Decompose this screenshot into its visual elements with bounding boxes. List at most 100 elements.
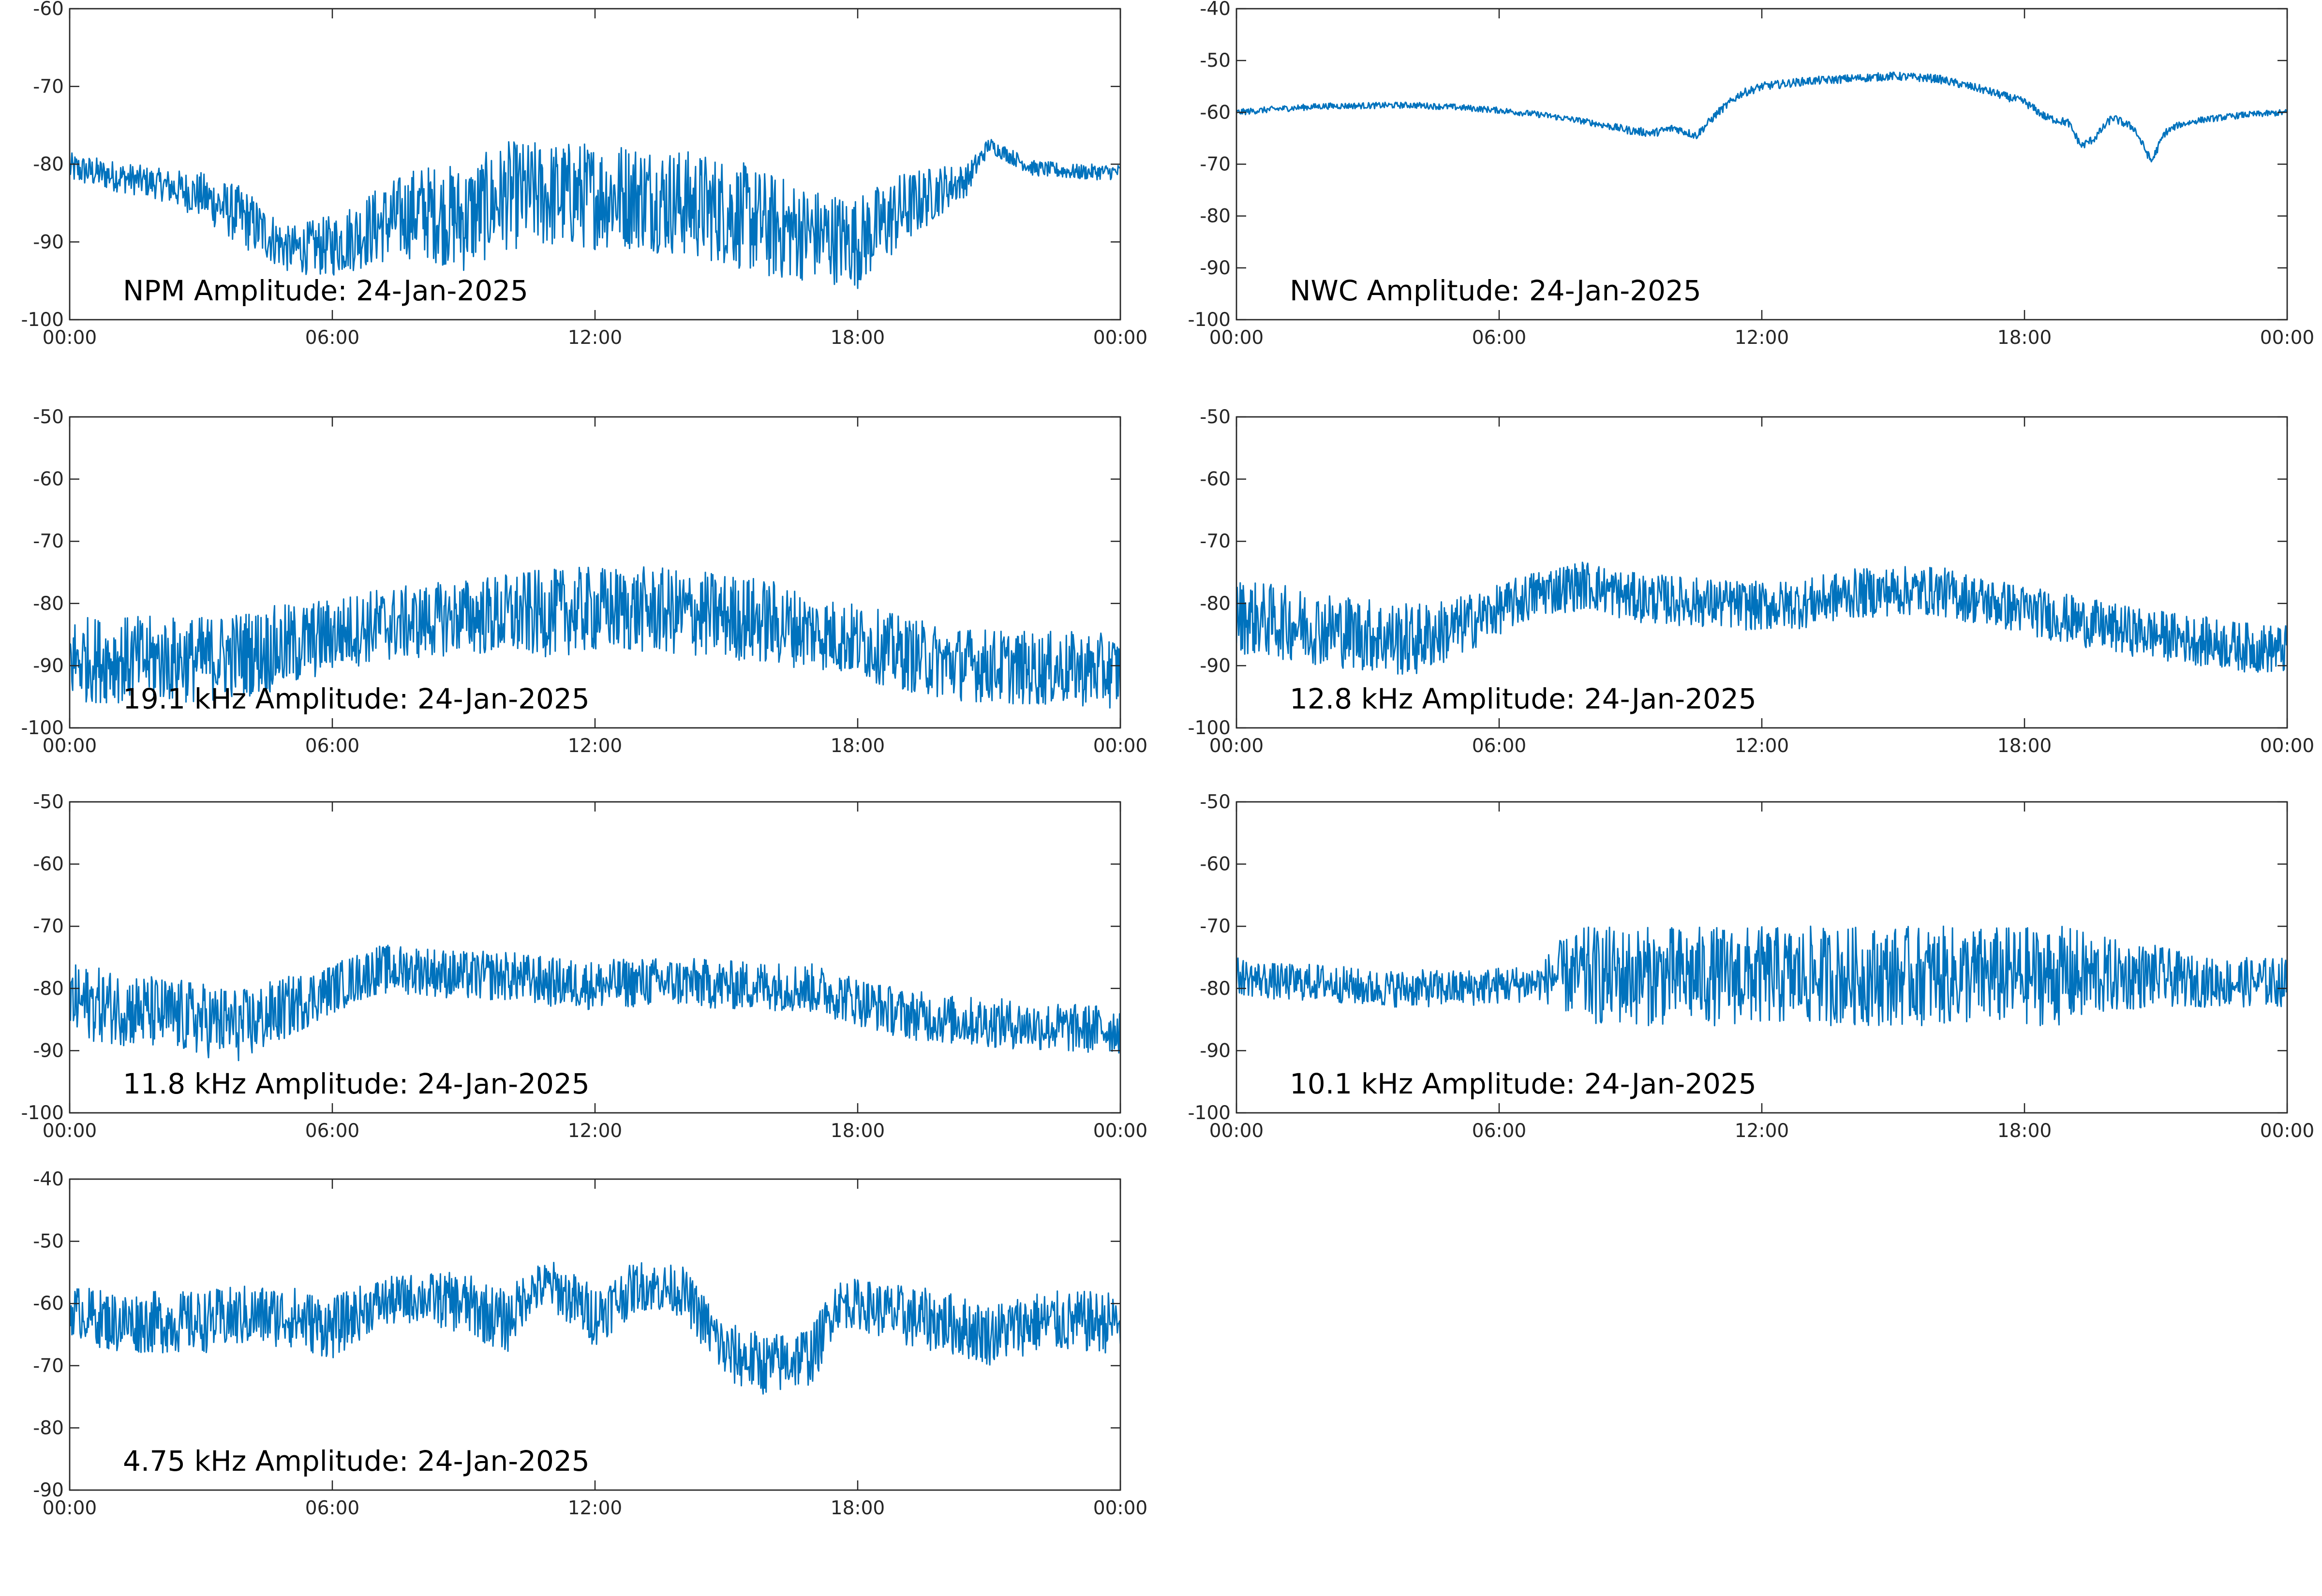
chart-panel: -90 -80 -70 -60 -50 -40 00:00 06:00 12:00 18:00 00… xyxy=(33,1168,1147,1519)
y-tick-label: -50 xyxy=(1200,50,1231,72)
y-tick-label: -70 xyxy=(1200,154,1231,176)
y-tick-label: -60 xyxy=(33,854,64,875)
y-tick-label: -70 xyxy=(33,76,64,98)
panel-title: 4.75 kHz Amplitude: 24-Jan-2025 xyxy=(123,1445,590,1478)
y-tick-label: -50 xyxy=(1200,791,1231,813)
x-tick-label: 00:00 xyxy=(43,735,97,757)
x-tick-label: 00:00 xyxy=(1093,1120,1147,1142)
series-line xyxy=(70,566,1120,709)
axes-box xyxy=(69,8,1121,321)
x-tick-label: 06:00 xyxy=(305,1120,359,1142)
x-tick-label: 06:00 xyxy=(305,1497,359,1519)
x-tick-label: 00:00 xyxy=(43,1497,97,1519)
series-line xyxy=(1236,925,2287,1027)
y-tick-label: -80 xyxy=(33,978,64,1000)
y-tick-label: -90 xyxy=(1200,257,1231,279)
y-tick-label: -80 xyxy=(1200,206,1231,227)
x-tick-label: 06:00 xyxy=(1472,327,1526,349)
y-tick-label: -100 xyxy=(1188,717,1231,739)
y-tick-label: -60 xyxy=(33,0,64,20)
y-tick-label: -40 xyxy=(33,1168,64,1190)
x-tick-label: 06:00 xyxy=(1472,1120,1526,1142)
y-tick-label: -80 xyxy=(1200,593,1231,615)
x-tick-label: 12:00 xyxy=(1735,735,1789,757)
chart-panel: -100 -90 -80 -70 -60 -50 -40 00:00 06:00 12:00 18:… xyxy=(1188,0,2314,349)
x-tick-label: 18:00 xyxy=(1997,1120,2052,1142)
x-tick-label: 00:00 xyxy=(1093,735,1147,757)
x-tick-label: 00:00 xyxy=(2260,1120,2314,1142)
y-tick-label: -100 xyxy=(21,309,64,331)
y-tick-label: -90 xyxy=(33,655,64,677)
y-tick-label: -90 xyxy=(33,1479,64,1501)
x-tick-label: 00:00 xyxy=(1209,735,1264,757)
x-tick-label: 18:00 xyxy=(831,327,885,349)
y-tick-label: -60 xyxy=(1200,854,1231,875)
panel-title: 11.8 kHz Amplitude: 24-Jan-2025 xyxy=(123,1067,590,1100)
panel-title: 10.1 kHz Amplitude: 24-Jan-2025 xyxy=(1290,1067,1756,1100)
y-tick-label: -50 xyxy=(33,1231,64,1253)
y-tick-label: -90 xyxy=(33,1040,64,1062)
x-tick-label: 06:00 xyxy=(1472,735,1526,757)
x-tick-label: 00:00 xyxy=(1209,1120,1264,1142)
series-line xyxy=(1236,72,2287,163)
chart-panel: -100 -90 -80 -70 -60 -50 00:00 06:00 12:00 18:00 0… xyxy=(21,406,1147,757)
y-tick-label: -100 xyxy=(1188,1102,1231,1124)
series-line xyxy=(70,139,1120,289)
x-tick-label: 18:00 xyxy=(1997,735,2052,757)
series-line xyxy=(70,1262,1120,1395)
y-tick-label: -90 xyxy=(1200,655,1231,677)
axes-box xyxy=(1235,8,2288,321)
x-tick-label: 06:00 xyxy=(305,327,359,349)
chart-panel: -100 -90 -80 -70 -60 00:00 06:00 12:00 18:00 00:0… xyxy=(21,0,1147,349)
y-tick-label: -70 xyxy=(33,916,64,937)
x-tick-label: 00:00 xyxy=(43,1120,97,1142)
y-tick-label: -80 xyxy=(1200,978,1231,1000)
y-tick-label: -100 xyxy=(21,1102,64,1124)
x-tick-label: 12:00 xyxy=(1735,1120,1789,1142)
x-tick-label: 00:00 xyxy=(1093,327,1147,349)
y-tick-label: -60 xyxy=(1200,469,1231,490)
series-line xyxy=(1236,562,2287,675)
chart-panel: -100 -90 -80 -70 -60 -50 00:00 06:00 12:00 18:00 0… xyxy=(1188,791,2314,1142)
y-tick-label: -50 xyxy=(1200,406,1231,428)
y-tick-label: -80 xyxy=(33,593,64,615)
x-tick-label: 00:00 xyxy=(2260,327,2314,349)
y-tick-label: -70 xyxy=(33,531,64,552)
y-tick-label: -60 xyxy=(33,1293,64,1315)
x-tick-label: 18:00 xyxy=(831,735,885,757)
x-tick-label: 00:00 xyxy=(1209,327,1264,349)
y-tick-label: -70 xyxy=(33,1355,64,1377)
x-tick-label: 12:00 xyxy=(568,327,622,349)
x-tick-label: 00:00 xyxy=(1093,1497,1147,1519)
y-tick-label: -90 xyxy=(33,231,64,253)
x-tick-label: 12:00 xyxy=(568,735,622,757)
x-tick-label: 00:00 xyxy=(2260,735,2314,757)
x-tick-label: 18:00 xyxy=(831,1497,885,1519)
x-tick-label: 12:00 xyxy=(1735,327,1789,349)
x-tick-label: 12:00 xyxy=(568,1120,622,1142)
x-tick-label: 06:00 xyxy=(305,735,359,757)
panel-title: 19.1 kHz Amplitude: 24-Jan-2025 xyxy=(123,682,590,715)
y-tick-label: -100 xyxy=(1188,309,1231,331)
panel-title: NPM Amplitude: 24-Jan-2025 xyxy=(123,274,528,307)
x-tick-label: 18:00 xyxy=(1997,327,2052,349)
chart-panel: -100 -90 -80 -70 -60 -50 00:00 06:00 12:00 18:00 0… xyxy=(1188,406,2314,757)
y-tick-label: -50 xyxy=(33,406,64,428)
series-line xyxy=(70,945,1120,1062)
y-tick-label: -70 xyxy=(1200,531,1231,552)
y-tick-label: -60 xyxy=(1200,102,1231,123)
y-tick-label: -70 xyxy=(1200,916,1231,937)
y-tick-label: -60 xyxy=(33,469,64,490)
axes-box xyxy=(1235,416,2288,729)
axes-box xyxy=(69,801,1121,1114)
y-tick-label: -90 xyxy=(1200,1040,1231,1062)
panel-title: 12.8 kHz Amplitude: 24-Jan-2025 xyxy=(1290,682,1756,715)
x-tick-label: 12:00 xyxy=(568,1497,622,1519)
y-tick-label: -100 xyxy=(21,717,64,739)
panel-title: NWC Amplitude: 24-Jan-2025 xyxy=(1290,274,1701,307)
y-tick-label: -50 xyxy=(33,791,64,813)
x-tick-label: 00:00 xyxy=(43,327,97,349)
x-tick-label: 18:00 xyxy=(831,1120,885,1142)
y-tick-label: -40 xyxy=(1200,0,1231,20)
